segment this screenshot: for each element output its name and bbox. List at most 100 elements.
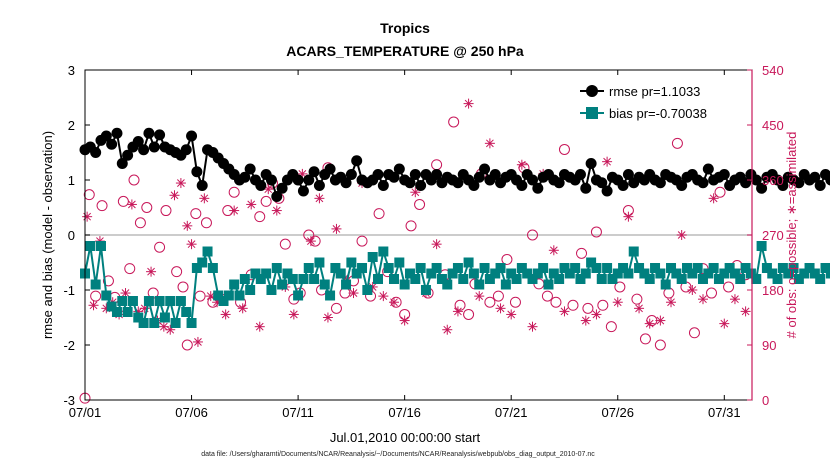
rmse-point: [393, 163, 405, 175]
rmse-point: [255, 180, 267, 191]
rmse-point: [676, 180, 688, 191]
obs-possible-point: [527, 229, 539, 241]
x-tick-label: 07/21: [495, 405, 528, 420]
rmse-point: [143, 127, 155, 139]
bias-point: [186, 318, 197, 328]
rmse-point: [750, 174, 762, 186]
obs-possible-point: [671, 137, 683, 149]
y2-tick-label: 180: [762, 283, 784, 298]
obs-assimilated-point: [729, 294, 740, 305]
rmse-point: [409, 169, 421, 180]
bias-point: [95, 241, 106, 251]
obs-assimilated-point: [348, 288, 359, 299]
rmse-point: [196, 180, 208, 191]
bias-point: [532, 268, 543, 279]
bias-point: [442, 279, 453, 290]
obs-assimilated-point: [388, 297, 399, 308]
obs-assimilated-point: [559, 306, 570, 317]
bias-point: [191, 263, 202, 273]
bias-point: [181, 307, 192, 317]
obs-assimilated-point: [452, 306, 463, 317]
bias-point: [596, 274, 607, 284]
bias-point: [650, 263, 661, 273]
bias-point: [127, 296, 138, 306]
bias-point: [729, 268, 740, 279]
bias-point: [666, 263, 677, 273]
y-axis-right: 0 90 180 270 360 450 540: [747, 63, 784, 408]
obs-possible-point: [501, 253, 513, 265]
bias-point: [628, 246, 639, 257]
rmse-point: [617, 180, 629, 191]
rmse-point: [324, 163, 336, 175]
rmse-point: [276, 182, 288, 194]
bias-point: [309, 274, 320, 284]
obs-possible-point: [228, 186, 240, 198]
obs-assimilated-point: [331, 223, 342, 234]
bias-point: [634, 263, 645, 273]
rmse-point: [132, 136, 144, 147]
y-tick-label: -3: [63, 393, 75, 408]
bias-point: [607, 274, 618, 284]
obs-assimilated-point: [314, 193, 325, 204]
bias-point: [319, 279, 330, 290]
bias-point: [410, 274, 421, 284]
obs-possible-point: [134, 217, 146, 229]
bias-point: [474, 279, 485, 290]
bias-point: [341, 279, 352, 290]
obs-assimilated-point: [463, 98, 474, 109]
bias-point: [138, 318, 149, 328]
obs-possible-point: [639, 333, 651, 345]
obs-assimilated-point: [169, 190, 180, 201]
obs-assimilated-point: [655, 315, 666, 326]
obs-assimilated-point: [442, 324, 453, 335]
bias-point: [676, 274, 687, 284]
obs-possible-point: [90, 290, 102, 302]
rmse-point: [756, 182, 768, 194]
bias-point: [335, 268, 346, 279]
rmse-point: [351, 155, 363, 167]
bias-point: [351, 268, 362, 279]
bias-point: [570, 263, 581, 273]
obs-assimilated-point: [88, 300, 99, 311]
obs-possible-point: [254, 211, 266, 223]
bias-point: [682, 263, 693, 273]
obs-possible-point: [200, 217, 212, 229]
obs-assimilated-point: [474, 291, 485, 302]
obs-possible-point: [654, 339, 666, 351]
bias-point: [415, 263, 426, 273]
bias-point: [484, 274, 495, 284]
bias-point: [346, 257, 357, 268]
bias-point: [85, 241, 96, 251]
obs-assimilated-point: [495, 303, 506, 314]
bias-point: [245, 285, 256, 295]
bias-point: [170, 318, 181, 328]
rmse-point: [415, 180, 427, 191]
obs-possible-point: [454, 299, 466, 311]
obs-possible-point: [463, 308, 475, 320]
obs-possible-point: [405, 220, 417, 232]
rmse-point: [148, 141, 160, 153]
obs-assimilated-point: [399, 315, 410, 326]
bias-point: [618, 263, 629, 273]
bias-point: [159, 312, 170, 323]
obs-assimilated-point: [602, 156, 613, 167]
bias-point: [591, 263, 602, 273]
obs-possible-point: [96, 200, 108, 212]
obs-possible-point: [723, 281, 735, 293]
rmse-point: [596, 177, 608, 189]
rmse-point: [116, 158, 128, 169]
bias-point: [511, 274, 522, 284]
bias-point: [165, 296, 176, 306]
obs-assimilated-point: [199, 193, 210, 204]
x-tick-label: 07/26: [601, 405, 634, 420]
y-tick-label: -2: [63, 338, 75, 353]
bias-point: [255, 274, 266, 284]
obs-possible-point: [688, 327, 700, 339]
chart-title: Tropics: [380, 20, 430, 36]
bias-point: [719, 268, 730, 279]
rmse-point: [431, 169, 443, 180]
y2-tick-label: 0: [762, 393, 769, 408]
obs-possible-point: [550, 296, 562, 308]
bias-point: [287, 274, 298, 284]
